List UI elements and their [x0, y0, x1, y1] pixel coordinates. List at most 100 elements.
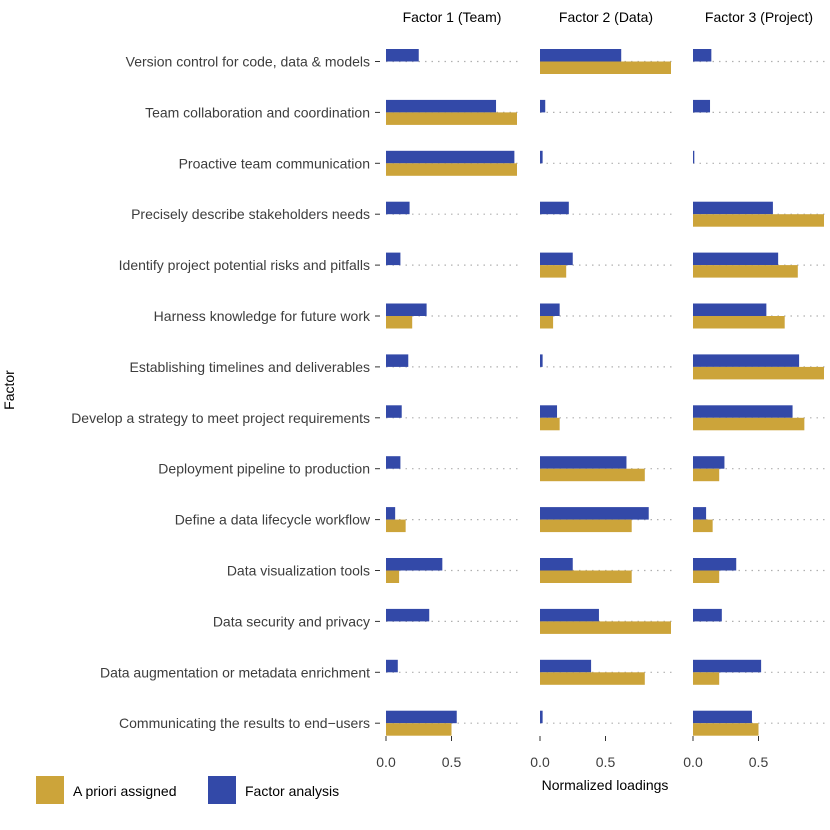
bar-a-priori-assigned-f3-13 — [693, 723, 759, 736]
bar-factor-analysis-f1-8 — [386, 456, 401, 469]
bar-factor-analysis-f1-1 — [386, 99, 497, 113]
bar-factor-analysis-f2-4 — [540, 252, 573, 266]
x-tick-label-f2-0: 0.0 — [530, 754, 550, 770]
bar-a-priori-assigned-f1-2 — [386, 163, 517, 176]
bar-a-priori-assigned-f2-10 — [540, 570, 632, 583]
bar-a-priori-assigned-f2-8 — [540, 468, 645, 482]
category-label-precisely-describe-stakeholders-needs: Precisely describe stakeholders needs — [131, 206, 370, 222]
legend-swatch-factor-analysis — [208, 776, 236, 804]
facet-title-3: Factor 3 (Project) — [705, 9, 813, 25]
bar-factor-analysis-f2-7 — [540, 405, 558, 418]
bar-factor-analysis-f3-2 — [693, 150, 695, 164]
bar-factor-analysis-f2-2 — [540, 150, 543, 164]
bar-factor-analysis-f1-2 — [386, 150, 515, 164]
bar-factor-analysis-f1-7 — [386, 405, 402, 418]
category-label-data-security-and-privacy: Data security and privacy — [213, 613, 370, 629]
category-labels: Version control for code, data & models T… — [71, 54, 371, 732]
x-tick-label-f2-1: 0.5 — [596, 754, 616, 770]
category-label-deployment-pipeline-to-production: Deployment pipeline to production — [158, 461, 370, 477]
x-tick-label-f1-0: 0.0 — [376, 754, 396, 770]
x-axis-title: Normalized loadings — [542, 777, 669, 793]
facet-title-2: Factor 2 (Data) — [559, 9, 653, 25]
bar-factor-analysis-f2-5 — [540, 303, 560, 316]
bar-factor-analysis-f2-6 — [540, 354, 543, 367]
bar-factor-analysis-f1-6 — [386, 354, 409, 367]
bar-factor-analysis-f2-1 — [540, 99, 546, 113]
bar-factor-analysis-f1-0 — [386, 49, 419, 62]
bar-factor-analysis-f2-12 — [540, 659, 592, 673]
bar-factor-analysis-f1-9 — [386, 507, 396, 520]
bar-factor-analysis-f3-3 — [693, 201, 773, 215]
bar-a-priori-assigned-f2-7 — [540, 417, 560, 431]
bar-a-priori-assigned-f3-8 — [693, 468, 720, 482]
facet-title-1: Factor 1 (Team) — [403, 9, 502, 25]
x-tick-label-f3-0: 0.0 — [683, 754, 703, 770]
bar-factor-analysis-f3-6 — [693, 354, 800, 367]
category-label-develop-a-strategy-to-meet-project-requirements: Develop a strategy to meet project requi… — [71, 410, 370, 426]
bar-factor-analysis-f2-0 — [540, 49, 622, 62]
bar-a-priori-assigned-f3-6 — [693, 366, 824, 380]
bar-factor-analysis-f3-8 — [693, 456, 725, 469]
bar-a-priori-assigned-f1-5 — [386, 316, 413, 329]
category-label-data-augmentation-or-metadata-enrichment: Data augmentation or metadata enrichment — [100, 664, 370, 680]
bar-factor-analysis-f1-11 — [386, 608, 430, 622]
category-label-team-collaboration-and-coordination: Team collaboration and coordination — [145, 104, 370, 120]
bar-factor-analysis-f3-11 — [693, 608, 722, 622]
bar-factor-analysis-f1-13 — [386, 710, 457, 724]
bar-a-priori-assigned-f3-9 — [693, 519, 713, 533]
category-label-define-a-data-lifecycle-workflow: Define a data lifecycle workflow — [175, 512, 371, 528]
facet-titles: Factor 1 (Team) Factor 2 (Data) Factor 3 (… — [403, 9, 813, 25]
bar-factor-analysis-f3-1 — [693, 99, 711, 113]
bar-factor-analysis-f2-3 — [540, 201, 569, 215]
legend: A priori assigned Factor analysis — [36, 776, 339, 804]
bar-a-priori-assigned-f1-13 — [386, 723, 452, 736]
legend-label-a-priori: A priori assigned — [73, 783, 177, 799]
bar-a-priori-assigned-f3-12 — [693, 672, 720, 685]
legend-label-factor-analysis: Factor analysis — [245, 783, 339, 799]
bar-factor-analysis-f1-10 — [386, 558, 443, 571]
bar-factor-analysis-f3-7 — [693, 405, 793, 418]
bar-a-priori-assigned-f2-12 — [540, 672, 645, 685]
category-label-version-control-for-code-data-models: Version control for code, data & models — [126, 54, 370, 70]
bar-factor-analysis-f3-13 — [693, 710, 752, 724]
bar-factor-analysis-f2-10 — [540, 558, 573, 571]
category-label-establishing-timelines-and-deliverables: Establishing timelines and deliverables — [130, 359, 370, 375]
category-label-identify-project-potential-risks-and-pitfalls: Identify project potential risks and pit… — [119, 257, 370, 273]
bar-factor-analysis-f1-5 — [386, 303, 427, 316]
bar-factor-analysis-f1-3 — [386, 201, 410, 215]
bar-a-priori-assigned-f2-4 — [540, 265, 567, 278]
bar-factor-analysis-f1-12 — [386, 659, 398, 673]
bar-factor-analysis-f3-0 — [693, 49, 712, 62]
bar-factor-analysis-f2-9 — [540, 507, 649, 520]
bar-layer — [386, 49, 824, 736]
x-axis-ticks: 0.0 0.5 0.0 0.5 0.0 0.5 — [375, 61, 769, 770]
bar-a-priori-assigned-f1-10 — [386, 570, 400, 583]
bar-a-priori-assigned-f3-4 — [693, 265, 798, 278]
bar-a-priori-assigned-f3-10 — [693, 570, 720, 583]
bar-factor-analysis-f3-4 — [693, 252, 779, 266]
bar-factor-analysis-f3-12 — [693, 659, 762, 673]
bar-a-priori-assigned-f2-11 — [540, 621, 671, 634]
bar-a-priori-assigned-f2-9 — [540, 519, 632, 533]
x-tick-label-f3-1: 0.5 — [749, 754, 769, 770]
bar-factor-analysis-f3-9 — [693, 507, 707, 520]
bar-factor-analysis-f2-13 — [540, 710, 543, 724]
bar-a-priori-assigned-f3-5 — [693, 316, 785, 329]
bar-factor-analysis-f3-5 — [693, 303, 767, 316]
category-label-proactive-team-communication: Proactive team communication — [179, 155, 370, 171]
bar-factor-analysis-f3-10 — [693, 558, 737, 571]
bar-factor-analysis-f1-4 — [386, 252, 401, 266]
y-axis-title: Factor — [1, 370, 17, 410]
bar-a-priori-assigned-f2-0 — [540, 61, 671, 74]
bar-a-priori-assigned-f2-5 — [540, 316, 554, 329]
x-tick-label-f1-1: 0.5 — [442, 754, 462, 770]
bar-a-priori-assigned-f3-3 — [693, 214, 824, 227]
category-label-communicating-the-results-to-end-users: Communicating the results to end−users — [119, 715, 370, 731]
bar-a-priori-assigned-f3-7 — [693, 417, 805, 431]
category-label-data-visualization-tools: Data visualization tools — [227, 563, 370, 579]
bar-factor-analysis-f2-11 — [540, 608, 599, 622]
bar-factor-analysis-f2-8 — [540, 456, 627, 469]
bar-a-priori-assigned-f1-1 — [386, 112, 517, 125]
legend-swatch-a-priori — [36, 776, 64, 804]
